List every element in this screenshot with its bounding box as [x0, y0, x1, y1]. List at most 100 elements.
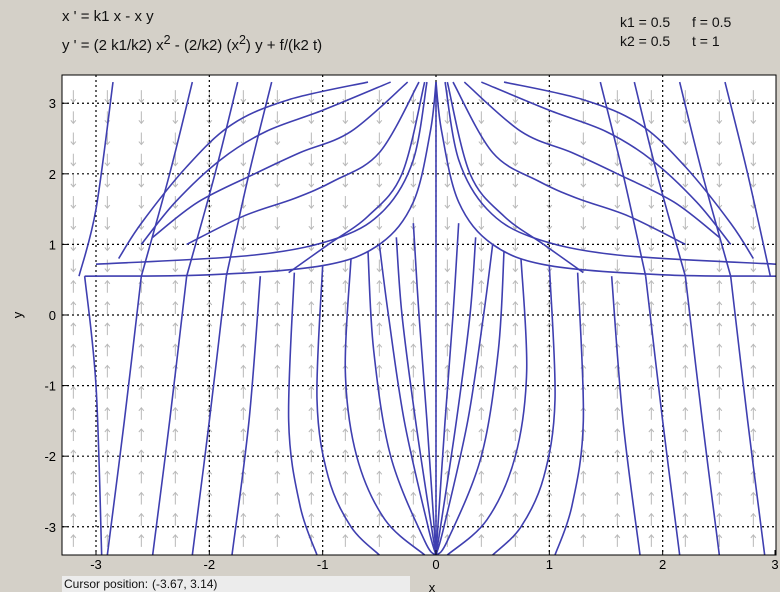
direction-arrow: [750, 364, 757, 378]
trajectory-15: [140, 81, 194, 277]
direction-arrow: [172, 343, 179, 357]
equation-x: x ' = k1 x - x y: [62, 8, 154, 25]
direction-arrow: [478, 534, 485, 547]
direction-arrow: [648, 196, 655, 209]
direction-arrow: [716, 428, 723, 441]
direction-arrow: [614, 90, 621, 103]
direction-arrow: [172, 470, 179, 484]
direction-arrow: [478, 512, 485, 526]
direction-arrow: [70, 470, 77, 484]
direction-arrow: [308, 174, 315, 188]
direction-arrow: [750, 512, 757, 526]
direction-arrow: [172, 407, 179, 420]
direction-arrow: [308, 428, 315, 441]
direction-arrow: [274, 132, 281, 146]
direction-arrow: [614, 534, 621, 547]
direction-arrow: [138, 343, 145, 357]
direction-arrow: [614, 428, 621, 441]
direction-arrow: [444, 343, 451, 357]
cursor-position-value: (-3.67, 3.14): [152, 577, 218, 591]
direction-arrow: [580, 174, 587, 188]
direction-arrow: [308, 132, 315, 146]
trajectory-43: [287, 272, 318, 556]
direction-arrow: [614, 385, 621, 399]
trajectory-23: [106, 276, 143, 556]
param-k2: k2 = 0.5: [620, 33, 671, 49]
direction-arrow: [750, 534, 757, 547]
equation-y-part2: - (2/k2) (x: [170, 37, 239, 54]
direction-arrow: [138, 196, 145, 209]
direction-arrow: [580, 196, 587, 209]
direction-arrow: [376, 174, 383, 188]
direction-arrow: [376, 153, 383, 167]
trajectory-38: [435, 223, 460, 556]
direction-arrow: [274, 343, 281, 357]
direction-arrow: [104, 364, 111, 378]
direction-arrow: [70, 407, 77, 420]
direction-arrow: [172, 111, 179, 125]
direction-arrow: [172, 153, 179, 167]
direction-arrow: [274, 217, 281, 231]
direction-arrow: [580, 534, 587, 547]
direction-arrow: [172, 90, 179, 103]
direction-arrow: [376, 534, 383, 547]
direction-arrow: [376, 217, 383, 231]
direction-arrow: [308, 217, 315, 231]
direction-arrow: [274, 322, 281, 336]
equation-y-part1: y ' = (2 k1/k2) x: [62, 37, 164, 54]
direction-arrow: [750, 90, 757, 103]
direction-arrow: [682, 407, 689, 420]
direction-arrow: [138, 153, 145, 167]
direction-arrow: [512, 111, 519, 125]
direction-arrow: [104, 491, 111, 505]
direction-arrow: [614, 111, 621, 125]
direction-arrow: [172, 238, 179, 252]
direction-arrow: [172, 491, 179, 505]
direction-arrow: [342, 196, 349, 209]
direction-arrow: [376, 132, 383, 146]
direction-arrow: [750, 217, 757, 231]
direction-arrow: [70, 301, 77, 314]
direction-arrow: [172, 259, 179, 273]
direction-arrow: [342, 407, 349, 420]
direction-arrow: [512, 364, 519, 378]
direction-arrow: [614, 174, 621, 188]
direction-arrow: [138, 322, 145, 336]
direction-arrow: [410, 534, 417, 547]
direction-arrow: [172, 512, 179, 526]
direction-arrow: [70, 512, 77, 526]
direction-arrow: [274, 259, 281, 273]
direction-arrow: [104, 259, 111, 273]
direction-arrow: [342, 111, 349, 125]
direction-arrow: [138, 174, 145, 188]
direction-arrow: [342, 534, 349, 547]
direction-arrow: [716, 449, 723, 463]
direction-arrow: [138, 111, 145, 125]
trajectory-17: [225, 81, 273, 277]
direction-arrow: [512, 132, 519, 146]
direction-arrow: [308, 364, 315, 378]
trajectory-31: [367, 251, 437, 556]
direction-arrow: [376, 90, 383, 103]
direction-arrow: [512, 322, 519, 336]
direction-arrow: [580, 132, 587, 146]
direction-arrow: [240, 385, 247, 399]
direction-arrow: [274, 301, 281, 314]
cursor-position-label: Cursor position:: [64, 577, 149, 591]
direction-arrow: [104, 343, 111, 357]
trajectory-25: [191, 276, 228, 556]
direction-arrow: [478, 491, 485, 505]
x-tick-label: -3: [90, 557, 102, 572]
direction-arrow: [648, 259, 655, 273]
direction-arrow: [614, 279, 621, 293]
direction-arrow: [138, 132, 145, 146]
direction-arrow: [444, 322, 451, 336]
direction-arrow: [648, 90, 655, 103]
direction-arrow: [682, 534, 689, 547]
trajectory-20: [678, 81, 732, 277]
direction-arrow: [274, 428, 281, 441]
direction-arrow: [240, 512, 247, 526]
direction-arrow: [138, 385, 145, 399]
direction-arrow: [648, 174, 655, 188]
